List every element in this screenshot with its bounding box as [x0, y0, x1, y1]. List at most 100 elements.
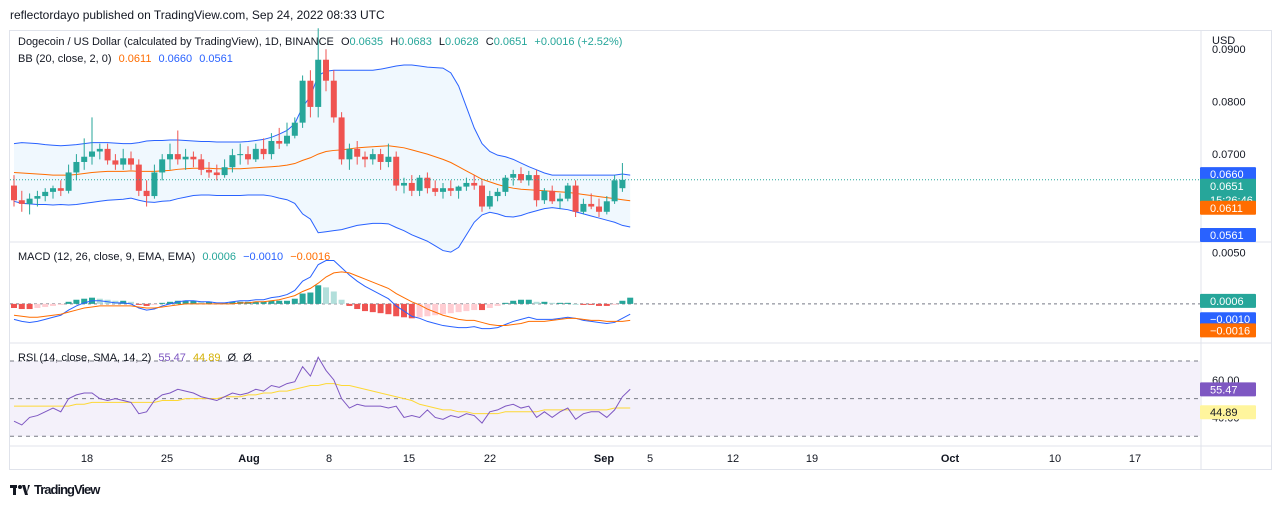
candle-body — [73, 161, 80, 173]
candle — [11, 175, 17, 207]
bb-lower-tag: 0.0561 — [1210, 230, 1244, 242]
main-legend: Dogecoin / US Dollar (calculated by Trad… — [18, 36, 626, 48]
candle — [385, 143, 392, 168]
macd-histogram-bar — [307, 292, 314, 304]
bb-title[interactable]: BB (20, close, 2, 0) — [18, 53, 112, 65]
candle — [619, 163, 626, 192]
symbol-title[interactable]: Dogecoin / US Dollar (calculated by Trad… — [18, 36, 334, 48]
macd-histogram-bar — [229, 301, 236, 304]
candle — [440, 182, 446, 199]
candle — [393, 151, 400, 191]
macd-histogram-bar — [159, 302, 166, 304]
candle-body — [362, 156, 368, 160]
macd-histogram-bar — [533, 301, 540, 304]
close-label: C — [485, 36, 494, 48]
candle — [198, 154, 205, 176]
macd-histogram-bar — [135, 303, 142, 305]
candle-body — [260, 148, 267, 155]
macd-histogram-bar — [42, 303, 49, 307]
candle — [174, 130, 181, 165]
low-label: L — [438, 36, 446, 48]
candle-body — [354, 148, 361, 157]
chart-frame — [9, 30, 1272, 470]
candle-body — [619, 179, 626, 189]
time-axis-label: 10 — [1049, 453, 1061, 465]
bb-upper-line — [13, 64, 631, 176]
candle-body — [447, 188, 454, 191]
macd-title[interactable]: MACD (12, 26, close, 9, EMA, EMA) — [18, 251, 196, 263]
change-value: +0.0016 (+2.52%) — [534, 36, 623, 48]
macd-line-tag-bg — [1200, 312, 1256, 327]
candle — [143, 180, 150, 207]
macd-histogram-bar — [299, 293, 306, 304]
candle-body — [252, 148, 259, 160]
candle-body — [229, 155, 236, 168]
close-value: 0.0651 — [493, 36, 528, 48]
candle-body — [245, 154, 251, 160]
candle-body — [377, 154, 384, 162]
macd-histogram-bar — [580, 303, 587, 305]
macd-histogram-bar — [385, 303, 392, 315]
price-tick-label: 0.0800 — [1212, 97, 1246, 109]
candle — [564, 182, 571, 202]
time-axis-label: Aug — [238, 453, 259, 465]
bb-fill — [14, 64, 631, 253]
open-label: O — [340, 36, 350, 48]
macd-histogram-bar — [408, 303, 415, 319]
candle — [237, 143, 244, 165]
macd-histogram-bar — [50, 303, 56, 306]
time-axis-label: 25 — [161, 453, 173, 465]
candle — [299, 75, 306, 128]
tradingview-logo-icon — [10, 484, 30, 495]
candle-body — [276, 141, 283, 144]
candle-body — [284, 135, 290, 144]
candle-body — [307, 80, 314, 107]
macd-histogram-bar — [471, 303, 478, 311]
candle — [221, 159, 228, 178]
tradingview-brand[interactable]: TradingView — [34, 482, 100, 497]
candle — [182, 148, 189, 170]
candle — [330, 70, 337, 123]
macd-histogram-bar — [26, 303, 33, 310]
macd-histogram-bar — [510, 300, 517, 304]
macd-histogram-bar — [151, 303, 158, 305]
last-price-tag-bg — [1200, 178, 1256, 207]
rsi-title[interactable]: RSI (14, close, SMA, 14, 2) — [18, 352, 152, 364]
candle-body — [65, 172, 72, 191]
candle — [112, 154, 119, 170]
candle-body — [291, 122, 298, 136]
candle — [549, 185, 556, 204]
candle-body — [455, 186, 462, 191]
candle — [323, 49, 329, 92]
price-tick-label: 0.0900 — [1212, 44, 1246, 56]
macd-histogram-bar — [557, 302, 563, 304]
macd-histogram-bar — [479, 303, 485, 311]
candle-body — [580, 203, 587, 212]
macd-histogram-bar — [284, 300, 290, 304]
candle-body — [533, 175, 540, 201]
rsi-extra-1: Ø — [227, 352, 237, 364]
candle — [494, 188, 501, 202]
candle — [557, 193, 563, 210]
candle-body — [408, 182, 415, 191]
macd-line-value: −0.0010 — [243, 251, 284, 263]
candle — [34, 190, 41, 207]
footer: TradingView — [10, 482, 100, 497]
macd-signal-tag: −0.0016 — [1210, 325, 1250, 337]
candle-body — [135, 164, 142, 191]
candle — [432, 180, 439, 197]
bb-basis-tag-bg — [1200, 200, 1256, 215]
candle — [42, 188, 49, 202]
candle — [151, 164, 158, 199]
candle — [588, 193, 595, 210]
macd-histogram-bar — [486, 303, 493, 308]
candle — [190, 151, 197, 168]
candle-body — [206, 169, 212, 173]
candle — [104, 143, 111, 165]
high-value: 0.0683 — [398, 36, 432, 48]
bb-basis-tag: 0.0611 — [1210, 203, 1243, 215]
candle — [572, 180, 579, 218]
candle-body — [549, 190, 556, 202]
macd-histogram-bar — [112, 300, 119, 304]
